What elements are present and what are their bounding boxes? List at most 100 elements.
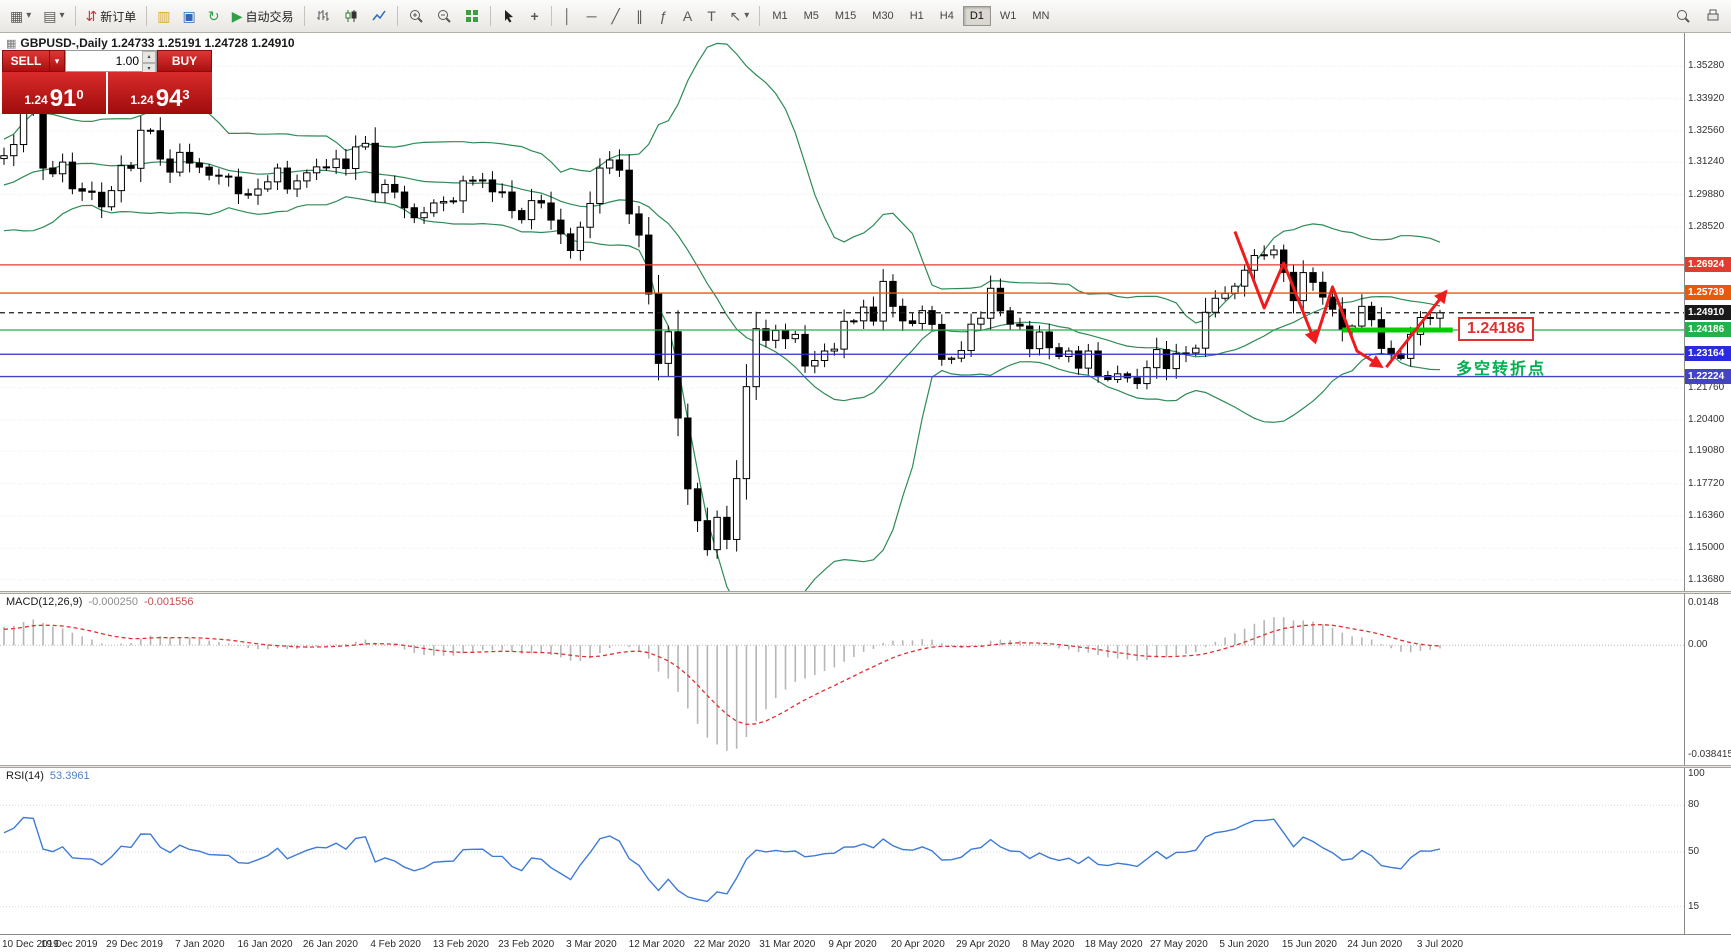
tf-button-h4[interactable]: H4: [939, 10, 954, 22]
line-chart-button[interactable]: [366, 4, 392, 28]
candle-body: [322, 166, 331, 169]
date-label: 3 Jul 2020: [1416, 939, 1464, 950]
tile-windows-button[interactable]: [459, 4, 485, 28]
rsi-pane[interactable]: [0, 804, 1684, 908]
market-watch-button[interactable]: ▥: [152, 4, 175, 28]
cursor-button[interactable]: [496, 4, 522, 28]
price-axis[interactable]: 1.26924 1.25739 1.24910 1.24186 1.23164 1.222…: [1684, 33, 1731, 952]
candle-body: [1377, 319, 1386, 349]
candle-body: [674, 331, 682, 419]
candle-body: [1260, 254, 1268, 257]
search-icon: [1677, 10, 1690, 23]
buy-button[interactable]: BUY: [157, 50, 212, 72]
candle-body: [185, 151, 194, 164]
price-level-tag: 1.23164: [1685, 346, 1731, 362]
candle-body: [1055, 347, 1063, 357]
candle-body: [137, 129, 145, 169]
tf-button-m30[interactable]: M30: [872, 10, 894, 22]
new-order-button[interactable]: ⇵ 新订单: [81, 4, 142, 28]
candle-body: [537, 200, 545, 204]
navigator-button[interactable]: ↻: [203, 4, 225, 28]
zoom-in-button[interactable]: [403, 4, 429, 28]
toolbar-separator: [303, 6, 305, 26]
candle-body: [986, 287, 995, 319]
candle-body: [234, 176, 243, 195]
trend-arrow[interactable]: [1313, 285, 1384, 368]
candle-body: [547, 202, 555, 221]
autotrading-button[interactable]: ▶ 自动交易: [227, 4, 299, 28]
fibonacci-tool[interactable]: ƒ: [653, 4, 675, 28]
vertical-line-tool[interactable]: │: [557, 4, 579, 28]
buy-price-tile[interactable]: 1.24 94 3: [108, 72, 212, 114]
tf-button-w1[interactable]: W1: [999, 10, 1017, 22]
candle-body: [1143, 367, 1151, 385]
arrows-tool[interactable]: ↖ ▾: [725, 4, 755, 28]
tf-button-m1[interactable]: M1: [772, 10, 788, 22]
candle-body: [1133, 377, 1141, 385]
sell-button[interactable]: SELL: [2, 50, 50, 72]
tf-button-m5[interactable]: M5: [803, 10, 819, 22]
print-button[interactable]: [1700, 4, 1726, 28]
tf-button-h1[interactable]: H1: [909, 10, 924, 22]
data-window-button[interactable]: ▣: [178, 4, 201, 28]
candle-body: [1280, 249, 1288, 273]
price-tick-label: 1.35280: [1688, 60, 1725, 72]
spin-up-icon[interactable]: ▴: [142, 51, 156, 63]
horizontal-line-tool[interactable]: ─: [581, 4, 603, 28]
trend-arrow[interactable]: [1385, 289, 1448, 369]
lot-spinner: ▴ ▾: [142, 51, 156, 75]
time-axis[interactable]: 10 Dec 2019 19 Dec 2019 29 Dec 2019 7 Jan 2…: [0, 934, 1731, 952]
candle-body: [781, 330, 790, 340]
lot-size-input[interactable]: [66, 51, 142, 71]
candle-body: [420, 212, 428, 219]
candlestick-chart-button[interactable]: [338, 4, 364, 28]
candle-body: [97, 191, 106, 208]
toolbar-separator: [146, 6, 148, 26]
tf-button-m15[interactable]: M15: [834, 10, 857, 22]
pane-separator-main-macd[interactable]: [0, 591, 1731, 594]
candle-body: [1074, 350, 1083, 369]
candle-body: [1006, 310, 1014, 325]
candle-body: [1328, 296, 1337, 310]
sell-price-tile[interactable]: 1.24 91 0: [2, 72, 106, 114]
channel-icon: ∥: [636, 8, 644, 24]
price-tick-label: 1.13680: [1688, 573, 1725, 585]
bar-chart-button[interactable]: [310, 4, 336, 28]
candle-body: [908, 320, 917, 324]
trend-arrow[interactable]: [1233, 230, 1318, 345]
chart-profiles-button[interactable]: ▤ ▾: [38, 4, 69, 28]
candle-body: [605, 159, 614, 169]
sell-dropdown-caret[interactable]: ▾: [50, 50, 65, 72]
channel-tool[interactable]: ∥: [629, 4, 651, 28]
candle-body: [361, 142, 370, 148]
trendline-tool[interactable]: ╱: [605, 4, 627, 28]
candle-body: [303, 172, 311, 182]
price-callout[interactable]: 1.24186: [1458, 317, 1534, 341]
tf-button-d1[interactable]: D1: [962, 6, 991, 26]
navigator-icon: ↻: [207, 8, 220, 24]
toolbar-separator: [759, 6, 761, 26]
rsi-label: RSI(14) 53.3961: [6, 770, 90, 782]
date-label: 4 Feb 2020: [370, 939, 421, 950]
pane-separator-macd-rsi[interactable]: [0, 765, 1731, 768]
label-tool[interactable]: T: [701, 4, 723, 28]
candle-body: [850, 320, 858, 323]
macd-value-signal: -0.001556: [143, 596, 194, 608]
text-tool[interactable]: A: [677, 4, 699, 28]
zoom-out-button[interactable]: [431, 4, 457, 28]
search-button[interactable]: [1670, 4, 1696, 28]
line-chart-icon: [371, 10, 386, 21]
chart-canvas[interactable]: [0, 33, 1684, 952]
new-chart-icon: ▦: [10, 8, 24, 24]
turning-point-note[interactable]: 多空转折点: [1456, 361, 1547, 378]
candle-body: [840, 320, 848, 350]
date-label: 13 Feb 2020: [432, 939, 489, 950]
macd-pane[interactable]: [0, 617, 1684, 751]
chart-window[interactable]: ▦ GBPUSD-,Daily 1.24733 1.25191 1.24728 …: [0, 33, 1731, 952]
crosshair-button[interactable]: +: [524, 4, 546, 28]
new-chart-button[interactable]: ▦ ▾: [5, 4, 36, 28]
tf-button-mn[interactable]: MN: [1032, 10, 1050, 22]
price-level-tag: 1.22224: [1685, 368, 1731, 384]
candle-body: [1250, 254, 1259, 271]
main-pane[interactable]: [0, 42, 1684, 610]
